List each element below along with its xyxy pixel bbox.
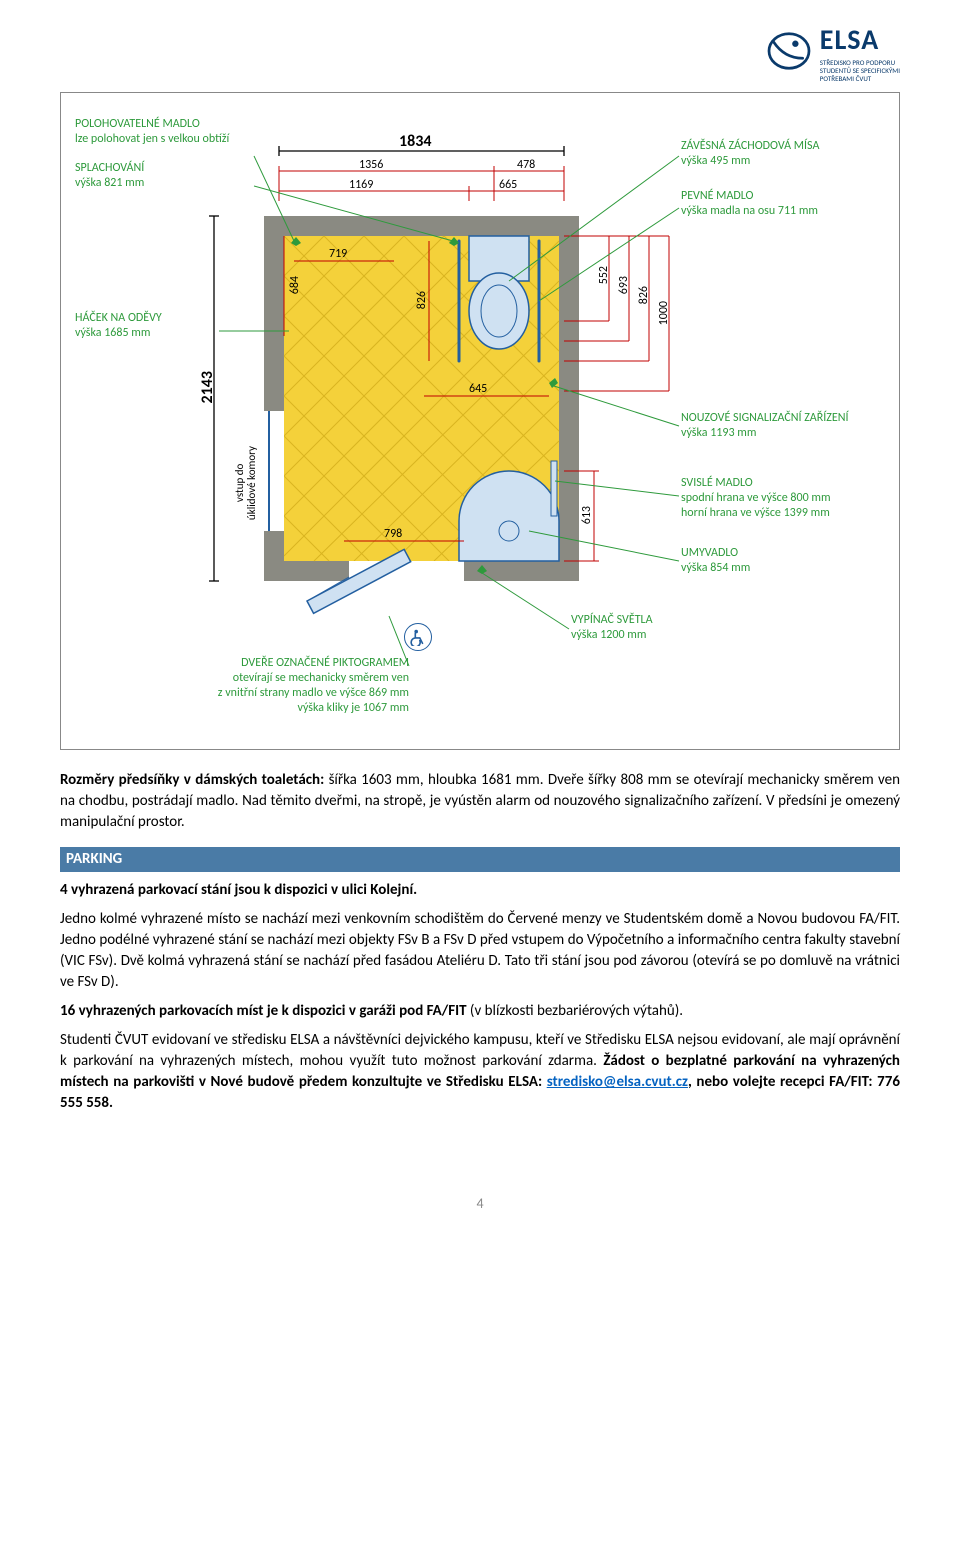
dim-684: 684 (287, 276, 304, 294)
label-vypinac: VYPÍNAČ SVĚTLA výška 1200 mm (571, 613, 653, 643)
dim-826: 826 (414, 291, 431, 309)
dim-478: 478 (517, 157, 535, 174)
dim-693: 693 (616, 276, 633, 294)
section-parking-header: PARKING (60, 847, 900, 872)
dim-2143: 2143 (197, 371, 219, 403)
floorplan-frame: 1834 1356 478 1169 665 2143 684 719 826 … (60, 92, 900, 750)
elsa-logo-icon (766, 31, 812, 71)
page-number: 4 (60, 1194, 900, 1214)
label-dvere: DVEŘE OZNAČENÉ PIKTOGRAMEM otevírají se … (164, 656, 409, 716)
dim-645: 645 (469, 381, 487, 398)
paragraph-zadost: Studenti ČVUT evidovaní ve středisku ELS… (60, 1030, 900, 1114)
label-hacek: HÁČEK NA ODĚVY výška 1685 mm (75, 311, 162, 341)
dim-798: 798 (384, 526, 402, 543)
dim-613: 613 (579, 506, 596, 524)
floorplan-diagram: 1834 1356 478 1169 665 2143 684 719 826 … (69, 101, 891, 741)
label-svisle-madlo: SVISLÉ MADLO spodní hrana ve výšce 800 m… (681, 476, 831, 521)
dim-1356: 1356 (359, 157, 383, 174)
dim-665: 665 (499, 177, 517, 194)
label-splachovani: SPLACHOVÁNÍ výška 821 mm (75, 161, 144, 191)
dim-1000: 1000 (656, 301, 673, 325)
label-vstup-komora: vstup do úklidové komory (234, 446, 258, 520)
logo-name: ELSA (820, 20, 900, 59)
paragraph-4stani: 4 vyhrazená parkovací stání jsou k dispo… (60, 880, 900, 901)
label-nouzove: NOUZOVÉ SIGNALIZAČNÍ ZAŘÍZENÍ výška 1193… (681, 411, 849, 441)
label-umyvadlo: UMYVADLO výška 854 mm (681, 546, 750, 576)
dim-552: 552 (596, 266, 613, 284)
label-polohovatelne-madlo: POLOHOVATELNÉ MADLO lze polohovat jen s … (75, 117, 229, 147)
logo-sub3: POTŘEBAMI ČVUT (820, 75, 900, 83)
dim-719: 719 (329, 246, 347, 263)
label-misa: ZÁVĚSNÁ ZÁCHODOVÁ MÍSA výška 495 mm (681, 139, 819, 169)
email-link[interactable]: stredisko@elsa.cvut.cz (547, 1073, 688, 1091)
dim-1169: 1169 (349, 177, 373, 194)
paragraph-stani-detail: Jedno kolmé vyhrazené místo se nachází m… (60, 909, 900, 993)
paragraph-rozmery: Rozměry předsíňky v dámských toaletách: … (60, 770, 900, 833)
dim-826r: 826 (636, 286, 653, 304)
toilet-fixture (469, 236, 529, 349)
elsa-logo: ELSA STŘEDISKO PRO PODPORU STUDENTŮ SE S… (766, 20, 900, 82)
label-pevne-madlo: PEVNÉ MADLO výška madla na osu 711 mm (681, 189, 818, 219)
paragraph-16mist: 16 vyhrazených parkovacích míst je k dis… (60, 1001, 900, 1022)
header: ELSA STŘEDISKO PRO PODPORU STUDENTŮ SE S… (60, 20, 900, 82)
dim-top-total: 1834 (399, 131, 431, 153)
sink-fixture (459, 471, 559, 561)
